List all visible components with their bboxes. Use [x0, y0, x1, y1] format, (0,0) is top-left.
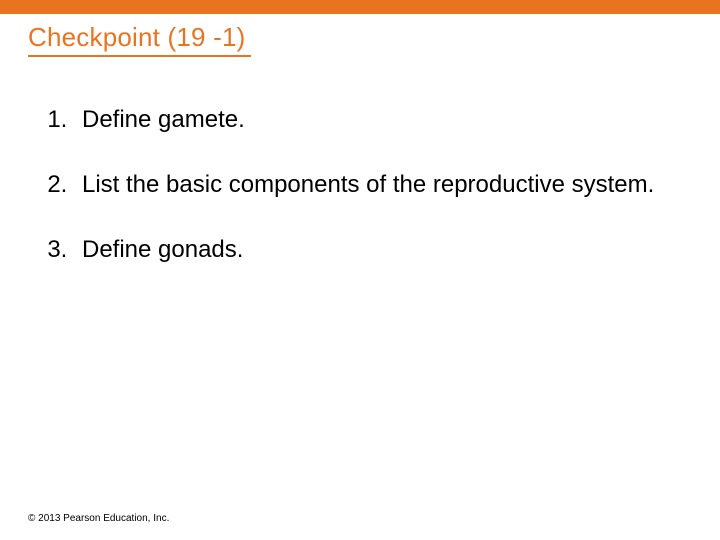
list-item: Define gamete.	[74, 97, 686, 144]
list-item-text: Define gonads.	[82, 236, 243, 263]
list-item: List the basic components of the reprodu…	[74, 162, 686, 209]
copyright-text: © 2013 Pearson Education, Inc.	[28, 513, 169, 524]
list-item-text: List the basic components of the reprodu…	[82, 171, 654, 198]
accent-bar	[0, 0, 720, 14]
title-region: Checkpoint (19 -1)	[0, 14, 720, 57]
question-list: Define gamete. List the basic components…	[34, 97, 686, 273]
list-item: Define gonads.	[74, 227, 686, 274]
content-region: Define gamete. List the basic components…	[0, 57, 720, 273]
slide-title: Checkpoint (19 -1)	[28, 18, 251, 57]
list-item-text: Define gamete.	[82, 106, 245, 133]
